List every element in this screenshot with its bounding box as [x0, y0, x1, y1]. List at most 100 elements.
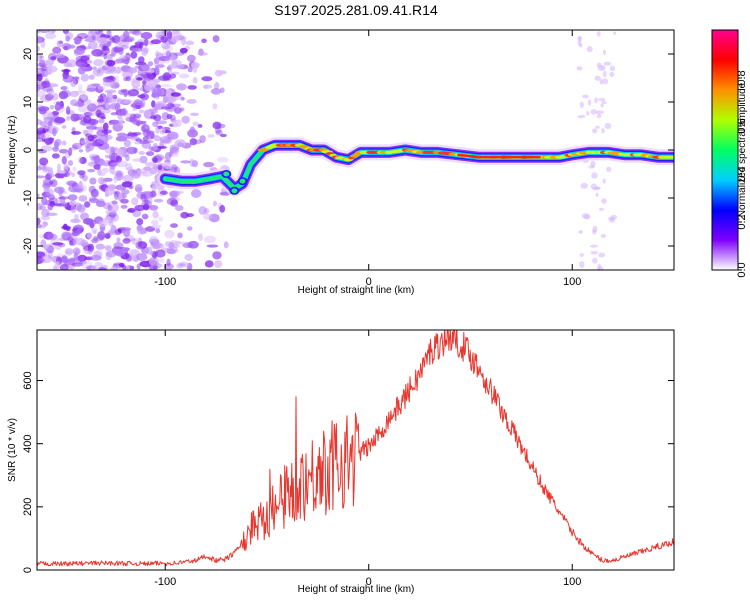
noise-speckle	[586, 110, 590, 116]
noise-speckle	[50, 56, 57, 61]
noise-speckle	[47, 203, 54, 211]
noise-speckle	[97, 231, 106, 240]
noise-speckle	[104, 154, 110, 159]
noise-speckle	[55, 244, 62, 251]
noise-speckle	[162, 72, 171, 81]
noise-speckle	[65, 250, 73, 256]
y-tick-label: 10	[22, 96, 34, 108]
noise-speckle	[169, 103, 182, 108]
noise-speckle	[588, 165, 595, 169]
noise-speckle	[96, 129, 108, 137]
noise-speckle	[134, 204, 146, 212]
noise-speckle	[98, 220, 108, 227]
noise-speckle	[113, 262, 125, 266]
noise-speckle	[94, 30, 102, 35]
noise-speckle	[134, 65, 141, 69]
noise-speckle	[143, 109, 152, 118]
colorbar-tick-label: 0.0	[736, 262, 748, 277]
noise-speckle	[58, 90, 69, 100]
noise-speckle	[121, 107, 127, 116]
noise-speckle	[171, 153, 179, 158]
noise-speckle	[591, 229, 597, 235]
noise-speckle	[77, 66, 86, 75]
noise-speckle	[61, 125, 67, 129]
noise-speckle	[600, 233, 607, 238]
noise-speckle	[67, 194, 78, 201]
noise-speckle	[121, 189, 130, 195]
noise-speckle	[122, 228, 131, 237]
noise-speckle	[37, 45, 40, 53]
noise-speckle	[38, 107, 47, 115]
noise-speckle	[40, 215, 51, 221]
y-tick-label: 600	[22, 371, 34, 389]
noise-speckle	[168, 190, 181, 197]
noise-speckle	[141, 246, 150, 255]
colorbar-ticks: 0.0 0.2 0.4 0.6 0.8	[736, 70, 748, 277]
noise-speckle	[190, 112, 200, 117]
x-tick-label: -100	[154, 576, 176, 588]
noise-speckle	[596, 113, 602, 119]
noise-speckle	[168, 239, 179, 249]
noise-speckle	[81, 260, 93, 270]
noise-speckle	[79, 260, 87, 265]
noise-speckle	[107, 34, 114, 41]
noise-speckle	[111, 200, 118, 205]
noise-speckle	[79, 173, 85, 179]
y-tick-label: 0	[22, 147, 34, 153]
noise-speckle	[137, 68, 144, 76]
noise-speckle	[140, 191, 153, 199]
y-tick-label: -20	[22, 238, 34, 254]
noise-speckle	[134, 141, 143, 145]
noise-speckle	[57, 170, 67, 174]
noise-speckle	[85, 219, 97, 226]
noise-speckle	[596, 266, 604, 270]
noise-speckle	[76, 62, 88, 68]
noise-speckle	[41, 196, 48, 206]
noise-speckle	[118, 116, 124, 126]
noise-speckle	[70, 113, 80, 122]
noise-speckle	[108, 160, 119, 167]
noise-speckle	[45, 188, 54, 197]
noise-speckle	[212, 35, 220, 43]
noise-speckle	[138, 150, 146, 155]
noise-speckle	[106, 30, 112, 35]
noise-speckle	[152, 142, 158, 151]
noise-speckle	[56, 40, 64, 48]
noise-speckle	[590, 183, 598, 190]
noise-speckle	[212, 200, 218, 207]
noise-speckle	[160, 55, 170, 60]
noise-speckle	[76, 258, 84, 265]
noise-speckle	[170, 223, 178, 228]
noise-speckle	[154, 96, 160, 100]
noise-speckle	[50, 179, 58, 188]
noise-speckle	[65, 35, 71, 42]
noise-speckle	[212, 251, 222, 260]
noise-speckle	[159, 127, 166, 135]
noise-speckle	[83, 129, 89, 136]
noise-speckle	[48, 127, 54, 134]
noise-speckle	[150, 219, 159, 226]
noise-speckle	[84, 35, 93, 40]
noise-speckle	[598, 207, 605, 211]
noise-speckle	[84, 38, 96, 43]
noise-speckle	[155, 50, 160, 58]
noise-speckle	[602, 70, 607, 78]
noise-speckle	[158, 258, 165, 263]
noise-speckle	[119, 54, 132, 60]
noise-speckle	[596, 62, 602, 68]
noise-speckle	[91, 141, 101, 147]
noise-speckle	[140, 120, 147, 125]
noise-speckle	[121, 174, 134, 182]
noise-speckle	[174, 35, 187, 42]
noise-speckle	[76, 227, 83, 235]
snr-y-label: SNR (10 * v/v)	[7, 418, 18, 482]
noise-speckle	[69, 90, 80, 98]
noise-speckle	[72, 166, 77, 172]
noise-speckle	[168, 52, 178, 61]
noise-speckle	[102, 177, 113, 182]
noise-speckle	[90, 265, 97, 270]
noise-speckle	[63, 45, 69, 51]
noise-speckle	[587, 99, 592, 106]
noise-speckle	[136, 218, 144, 226]
noise-speckle	[586, 46, 593, 53]
